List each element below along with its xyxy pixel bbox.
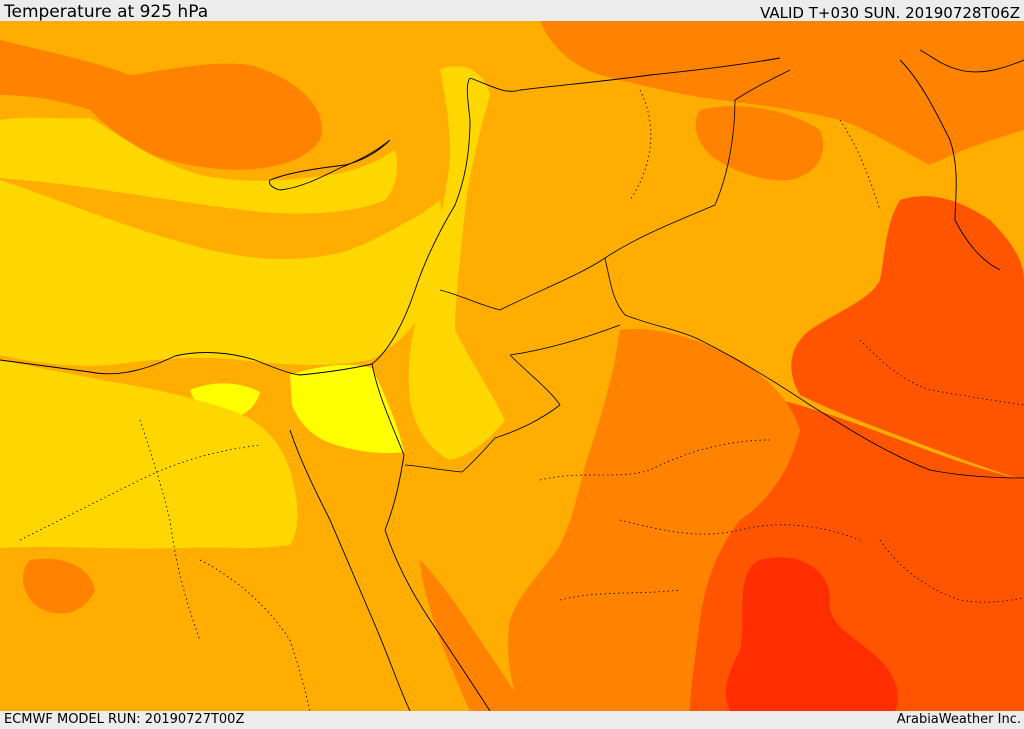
temp-band-iraq — [791, 196, 1024, 480]
coastlines — [0, 49, 1024, 711]
country-borders — [404, 69, 1024, 479]
credit-label: ArabiaWeather Inc. — [896, 712, 1021, 727]
header-bar: Temperature at 925 hPa VALID T+030 SUN. … — [0, 0, 1024, 22]
temp-band-hot-spot — [764, 572, 800, 602]
temp-band-egypt-spot — [23, 558, 95, 614]
province-borders — [19, 89, 1024, 711]
temp-band-levant — [408, 66, 505, 460]
model-run-label: ECMWF MODEL RUN: 20190727T00Z — [4, 712, 245, 727]
footer-bar: ECMWF MODEL RUN: 20190727T00Z ArabiaWeat… — [0, 711, 1024, 729]
temp-band-med-upper — [0, 117, 397, 214]
temp-band-libya — [0, 360, 298, 552]
valid-time: VALID T+030 SUN. 20190728T06Z — [760, 4, 1020, 22]
temperature-map — [0, 21, 1024, 711]
temp-band-turkey-inland — [540, 21, 1024, 165]
map-title: Temperature at 925 hPa — [4, 2, 209, 22]
temp-band-mediterranean — [0, 180, 442, 366]
temp-band-syria-patch — [695, 106, 824, 181]
temp-band-redsea — [420, 560, 525, 711]
temp-band-cyprus-sea — [120, 100, 260, 166]
temp-band-saudi-central — [508, 329, 800, 711]
temp-band-sinai-hot — [290, 364, 404, 454]
